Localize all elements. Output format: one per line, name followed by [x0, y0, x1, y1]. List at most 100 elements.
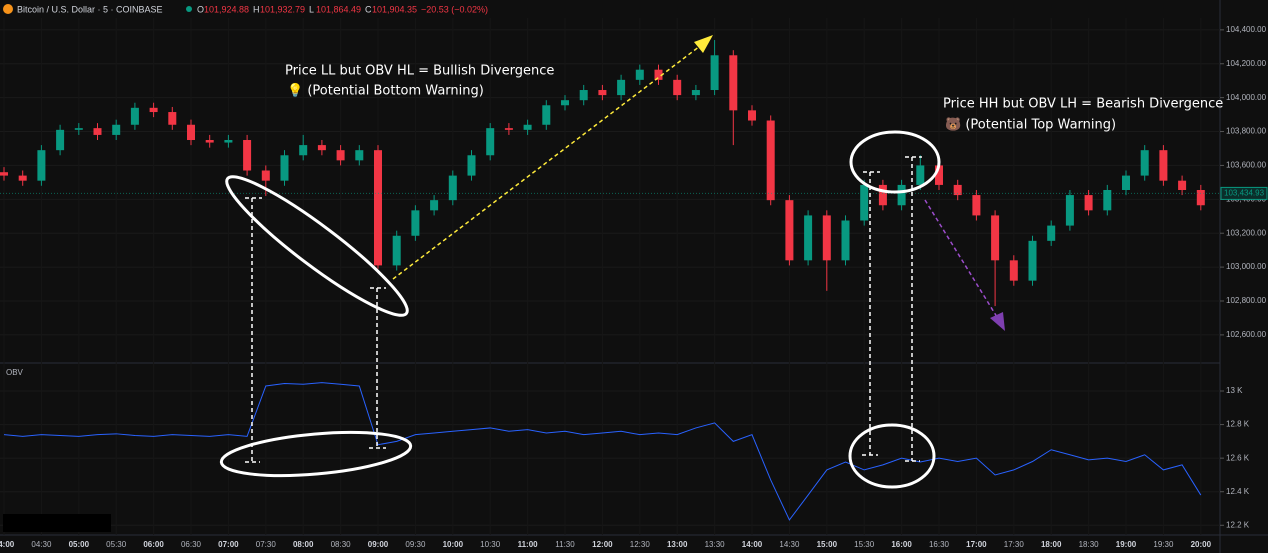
x-tick-label: 13:00: [667, 540, 688, 549]
candle-body: [205, 140, 214, 143]
candle-body: [93, 128, 102, 135]
x-tick-label: 15:30: [854, 540, 875, 549]
candle-body: [261, 170, 270, 181]
candle-body: [1065, 195, 1074, 226]
candle-body: [991, 215, 1000, 261]
candle-body: [374, 150, 382, 266]
x-tick-label: 09:00: [368, 540, 389, 549]
candle-body: [841, 220, 850, 261]
obv-line: [3, 382, 1202, 521]
arrow-head: [694, 35, 713, 53]
y-tick-label: 12.6 K: [1226, 453, 1250, 462]
candle-body: [355, 150, 364, 161]
x-tick-label: 16:30: [929, 540, 950, 549]
candle-body: [748, 110, 756, 121]
candle-body: [972, 195, 981, 216]
status-dot: [186, 6, 192, 12]
ohlc-key: O: [197, 4, 204, 14]
candle-body: [280, 155, 289, 181]
ohlc-value: 101,924.88: [204, 4, 249, 14]
candle-body: [486, 128, 495, 156]
candle-body: [935, 165, 943, 185]
y-tick-label: 12.2 K: [1226, 520, 1250, 529]
candle-body: [411, 210, 420, 236]
obv-pane-label: OBV: [6, 368, 24, 377]
candle-body: [18, 175, 27, 181]
symbol-title: Bitcoin / U.S. Dollar · 5 · COINBASE: [17, 4, 163, 14]
ohlc-value: 101,864.49: [316, 4, 361, 14]
candle-body: [1084, 195, 1093, 211]
x-tick-label: 04:30: [31, 540, 52, 549]
x-tick-label: 05:30: [106, 540, 127, 549]
arrow-line: [392, 45, 701, 280]
candle-body: [112, 124, 121, 135]
ohlc-value: 101,932.79: [260, 4, 305, 14]
x-tick-label: 17:00: [966, 540, 987, 549]
plot: 104,400.00 104,200.00 104,000.00 103,800.00…: [0, 18, 1268, 549]
ellipse-highlight: [225, 175, 409, 317]
y-tick-label: 12.4 K: [1226, 487, 1250, 496]
ohlc-key: C: [365, 4, 372, 14]
candle-body: [243, 140, 252, 171]
x-tick-label: 10:00: [443, 540, 464, 549]
y-tick-label: 13 K: [1226, 386, 1243, 395]
candle-body: [729, 55, 738, 111]
candle-body: [504, 128, 513, 130]
candle-body: [0, 172, 8, 176]
x-tick-label: 13:30: [705, 540, 726, 549]
ohlc-key: H: [253, 4, 260, 14]
x-tick-label: 06:00: [143, 540, 164, 549]
annotation: 🐻 (Potential Top Warning): [945, 116, 1116, 133]
y-tick-label: 104,000.00: [1226, 93, 1267, 102]
candle-body: [953, 184, 962, 196]
candle-body: [822, 215, 831, 261]
candle-body: [224, 140, 233, 143]
x-tick-label: 12:30: [630, 540, 651, 549]
candle-body: [1047, 225, 1056, 241]
blank-box: [3, 514, 111, 532]
candle-body: [1196, 190, 1205, 206]
x-tick-label: 15:00: [817, 540, 838, 549]
x-tick-label: 05:00: [69, 540, 90, 549]
candle-body: [1159, 150, 1168, 181]
candle-body: [897, 184, 906, 206]
candle-body: [74, 128, 83, 130]
candle-body: [299, 145, 308, 156]
x-tick-label: 17:30: [1004, 540, 1025, 549]
last-price-label: 103,434.93: [1224, 189, 1265, 198]
y-tick-label: 103,200.00: [1226, 228, 1267, 237]
candle-body: [561, 100, 569, 106]
x-tick-label: 18:00: [1041, 540, 1062, 549]
candle-body: [187, 124, 195, 141]
candle-body: [1122, 175, 1130, 190]
ellipse-highlight: [849, 130, 941, 194]
candle-body: [1178, 180, 1187, 190]
candle-body: [448, 175, 457, 201]
y-tick-label: 103,000.00: [1226, 262, 1267, 271]
x-tick-label: 04:00: [0, 540, 15, 549]
candle-body: [710, 55, 719, 91]
ohlc-key: L: [309, 4, 314, 14]
candle-body: [617, 79, 626, 96]
candle-body: [168, 112, 177, 125]
y-tick-label: 103,800.00: [1226, 127, 1267, 136]
x-tick-label: 10:30: [480, 540, 501, 549]
candle-body: [766, 120, 775, 201]
last-price-box: [1220, 186, 1268, 200]
candle-body: [56, 129, 65, 151]
btc-icon: [3, 4, 13, 14]
ohlc-value: 101,904.35: [372, 4, 417, 14]
candle-body: [37, 150, 46, 181]
x-tick-label: 09:30: [405, 540, 426, 549]
candle-body: [860, 184, 869, 221]
candle-body: [523, 124, 532, 130]
candle-body: [635, 69, 644, 80]
arrow-line: [924, 199, 998, 318]
x-tick-label: 14:00: [742, 540, 763, 549]
x-tick-label: 19:00: [1116, 540, 1137, 549]
x-tick-label: 11:00: [518, 540, 539, 549]
candle-body: [336, 150, 345, 161]
candle-body: [430, 200, 439, 211]
candle-body: [1028, 240, 1037, 281]
